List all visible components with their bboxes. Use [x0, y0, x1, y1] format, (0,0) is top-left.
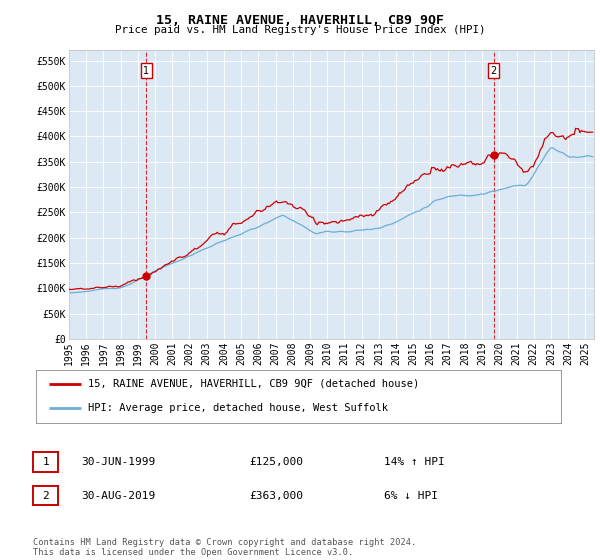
Text: 1: 1 [42, 457, 49, 467]
Text: £363,000: £363,000 [249, 491, 303, 501]
Text: 15, RAINE AVENUE, HAVERHILL, CB9 9QF (detached house): 15, RAINE AVENUE, HAVERHILL, CB9 9QF (de… [89, 379, 420, 389]
Text: Contains HM Land Registry data © Crown copyright and database right 2024.
This d: Contains HM Land Registry data © Crown c… [33, 538, 416, 557]
Text: 2: 2 [42, 491, 49, 501]
Text: 30-JUN-1999: 30-JUN-1999 [81, 457, 155, 467]
Text: 1: 1 [143, 66, 149, 76]
Text: 30-AUG-2019: 30-AUG-2019 [81, 491, 155, 501]
Text: 2: 2 [491, 66, 497, 76]
Text: £125,000: £125,000 [249, 457, 303, 467]
Text: 6% ↓ HPI: 6% ↓ HPI [384, 491, 438, 501]
Text: HPI: Average price, detached house, West Suffolk: HPI: Average price, detached house, West… [89, 403, 389, 413]
Text: 14% ↑ HPI: 14% ↑ HPI [384, 457, 445, 467]
Text: Price paid vs. HM Land Registry's House Price Index (HPI): Price paid vs. HM Land Registry's House … [115, 25, 485, 35]
Text: 15, RAINE AVENUE, HAVERHILL, CB9 9QF: 15, RAINE AVENUE, HAVERHILL, CB9 9QF [156, 14, 444, 27]
